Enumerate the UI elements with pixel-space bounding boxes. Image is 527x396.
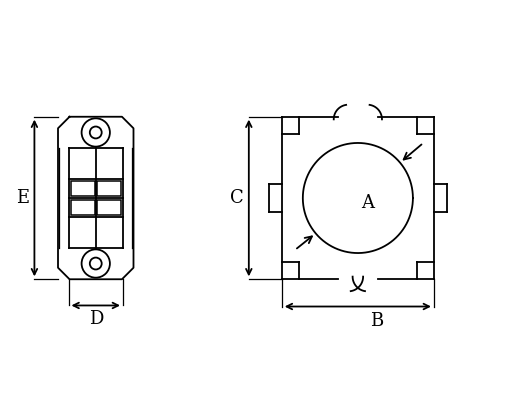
Bar: [71, 181, 95, 196]
Text: E: E: [16, 189, 30, 207]
Text: D: D: [89, 310, 103, 327]
Bar: [97, 200, 121, 215]
Bar: [97, 181, 121, 196]
Text: C: C: [230, 189, 244, 207]
Text: B: B: [369, 312, 383, 330]
Text: A: A: [361, 194, 374, 212]
Bar: [71, 200, 95, 215]
